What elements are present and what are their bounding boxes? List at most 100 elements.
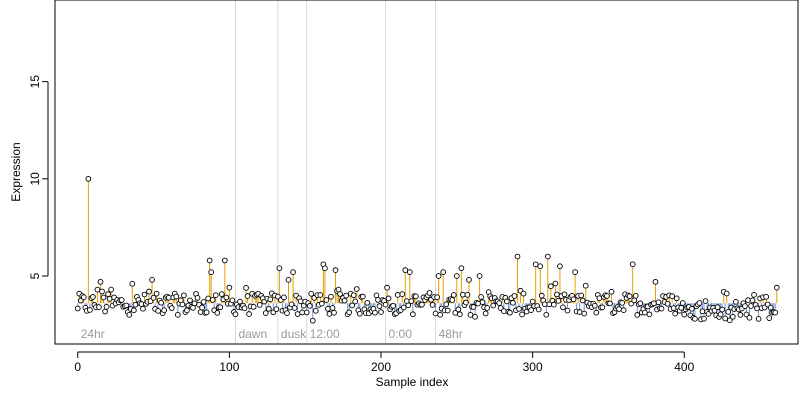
data-point (337, 291, 343, 297)
data-point (341, 297, 348, 304)
data-point (496, 300, 503, 306)
data-point (100, 294, 107, 301)
data-point (519, 311, 525, 318)
x-axis: 0 100 200 300 400 (74, 351, 695, 374)
data-point (714, 304, 721, 310)
data-point (637, 300, 644, 307)
data-point (570, 296, 577, 303)
data-point (406, 269, 413, 275)
data-point (262, 310, 269, 316)
data-point (331, 309, 337, 316)
data-point (763, 293, 770, 300)
data-point (722, 315, 729, 322)
data-point (767, 304, 774, 311)
data-point (246, 311, 252, 317)
data-point (478, 294, 484, 300)
data-point (619, 300, 625, 306)
data-point (140, 305, 146, 312)
data-point (150, 294, 157, 301)
data-point (723, 290, 730, 297)
data-point (375, 297, 381, 303)
data-point (226, 284, 233, 291)
data-point (168, 305, 175, 311)
data-point (206, 257, 213, 264)
segment-label: 48hr (439, 327, 463, 341)
y-tick-label: 15 (28, 75, 42, 89)
data-point (717, 311, 724, 318)
data-point (664, 300, 671, 307)
data-point (187, 297, 193, 304)
data-point (285, 277, 292, 283)
data-point (297, 298, 304, 305)
data-point (672, 310, 679, 317)
data-point (349, 302, 356, 309)
data-point (678, 304, 685, 311)
data-point (217, 304, 224, 311)
data-point (655, 299, 662, 306)
data-point (132, 301, 139, 308)
data-point (165, 294, 172, 301)
x-tick-label: 400 (674, 360, 694, 374)
data-point (332, 267, 339, 273)
data-point (184, 307, 190, 314)
data-point (229, 297, 236, 304)
data-point (547, 283, 554, 290)
data-point (149, 277, 155, 283)
data-point (578, 292, 585, 299)
data-point (551, 301, 557, 308)
data-point (554, 291, 560, 298)
data-point (426, 290, 433, 296)
data-point (161, 307, 168, 314)
data-point (199, 304, 205, 311)
x-tick-label: 0 (74, 360, 81, 374)
data-point (232, 311, 239, 318)
data-point (146, 288, 152, 295)
data-point (670, 305, 677, 311)
data-point (514, 253, 521, 260)
data-point (555, 297, 562, 304)
data-point (214, 310, 221, 316)
data-point (322, 265, 328, 272)
data-point (105, 291, 111, 297)
data-point (275, 293, 281, 300)
data-point (593, 309, 600, 316)
data-point (696, 300, 703, 306)
data-point (629, 261, 636, 268)
data-points (74, 175, 780, 324)
data-point (482, 310, 489, 317)
data-point (475, 300, 481, 307)
data-point (126, 311, 133, 318)
segment-label: dawn (238, 327, 267, 341)
data-point (437, 311, 443, 318)
data-point (96, 304, 102, 310)
data-point (557, 263, 563, 270)
data-point (444, 307, 451, 314)
data-point (552, 280, 559, 287)
x-tick-label: 100 (219, 360, 239, 374)
data-point (328, 293, 334, 300)
data-point (294, 311, 301, 317)
segment-label: 12:00 (310, 327, 340, 341)
data-point (564, 307, 571, 314)
data-point (85, 175, 92, 182)
data-point (772, 309, 779, 316)
data-point (103, 304, 110, 310)
data-point (265, 305, 272, 312)
data-point (399, 291, 406, 297)
data-point (541, 301, 548, 308)
data-point (250, 304, 257, 310)
data-point (532, 261, 539, 268)
data-point (191, 300, 198, 307)
data-point (129, 280, 136, 287)
data-point (516, 306, 522, 312)
data-point (74, 305, 81, 312)
data-point (500, 308, 507, 314)
data-point (94, 286, 101, 293)
data-point (273, 306, 280, 313)
data-point (581, 310, 588, 317)
x-tick-label: 300 (523, 360, 543, 374)
y-axis: 5 10 15 (28, 75, 49, 279)
data-point (582, 282, 589, 289)
data-point (579, 297, 586, 304)
data-point (364, 299, 371, 306)
